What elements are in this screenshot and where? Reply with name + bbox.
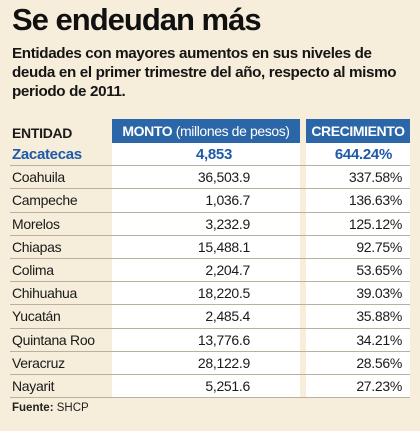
table-row: Veracruz 28,122.9 28.56%: [10, 351, 410, 375]
crecimiento-cell-bg: [306, 328, 410, 351]
cell-crecimiento: 28.56%: [356, 354, 402, 371]
crecimiento-cell-bg: [306, 189, 410, 212]
crecimiento-cell-bg: [306, 282, 410, 305]
cell-entidad: Zacatecas: [12, 146, 82, 163]
table-row: Campeche 1,036.7 136.63%: [10, 189, 410, 213]
monto-cell-bg: [112, 351, 300, 374]
crecimiento-cell-bg: [306, 351, 410, 374]
cell-entidad: Colima: [12, 261, 54, 278]
cell-crecimiento: 125.12%: [348, 215, 402, 232]
header-monto: MONTO (millones de pesos): [112, 119, 300, 144]
cell-monto: 4,853: [195, 146, 232, 163]
monto-cell-bg: [112, 143, 300, 166]
cell-monto: 5,251.6: [205, 377, 250, 394]
table-row: Morelos 3,232.9 125.12%: [10, 212, 410, 236]
cell-entidad: Quintana Roo: [12, 331, 95, 348]
monto-cell-bg: [112, 212, 300, 235]
cell-crecimiento: 53.65%: [356, 261, 402, 278]
monto-cell-bg: [112, 305, 300, 328]
cell-monto: 15,488.1: [197, 238, 250, 255]
cell-entidad: Yucatán: [12, 308, 61, 325]
table-row: Coahuila 36,503.9 337.58%: [10, 166, 410, 190]
table-row: Colima 2,204.7 53.65%: [10, 258, 410, 283]
header-entidad: ENTIDAD: [12, 125, 73, 141]
crecimiento-cell-bg: [306, 212, 410, 235]
cell-entidad: Campeche: [12, 192, 78, 209]
table-row: Nayarit 5,251.6 27.23%: [10, 374, 410, 399]
monto-cell-bg: [112, 282, 300, 305]
cell-monto: 2,485.4: [205, 308, 250, 325]
monto-cell-bg: [112, 328, 300, 351]
crecimiento-cell-bg: [306, 374, 410, 398]
cell-crecimiento: 644.24%: [334, 146, 392, 163]
table-row: Chihuahua 18,220.5 39.03%: [10, 282, 410, 306]
debt-table: ENTIDAD MONTO (millones de pesos) CRECIM…: [10, 119, 410, 399]
cell-monto: 28,122.9: [197, 354, 250, 371]
cell-monto: 36,503.9: [197, 169, 250, 186]
header-monto-label: MONTO: [122, 123, 173, 139]
header-crecimiento: CRECIMIENTO: [300, 119, 410, 144]
cell-monto: 13,776.6: [197, 331, 250, 348]
crecimiento-cell-bg: [306, 143, 410, 166]
table-row: Chiapas 15,488.1 92.75%: [10, 235, 410, 259]
monto-cell-bg: [112, 258, 300, 282]
cell-monto: 1,036.7: [205, 192, 250, 209]
cell-entidad: Veracruz: [12, 354, 65, 371]
monto-cell-bg: [112, 166, 300, 189]
cell-monto: 3,232.9: [205, 215, 250, 232]
crecimiento-cell-bg: [306, 258, 410, 282]
cell-entidad: Nayarit: [12, 377, 55, 394]
cell-crecimiento: 35.88%: [356, 308, 402, 325]
monto-cell-bg: [112, 374, 300, 398]
crecimiento-cell-bg: [306, 305, 410, 328]
source-label: Fuente:: [12, 402, 54, 414]
cell-monto: 2,204.7: [205, 261, 250, 278]
monto-cell-bg: [112, 189, 300, 212]
cell-entidad: Chiapas: [12, 238, 62, 255]
cell-entidad: Morelos: [12, 215, 60, 232]
table-row: Zacatecas 4,853 644.24%: [10, 143, 410, 167]
cell-crecimiento: 136.63%: [348, 192, 402, 209]
monto-cell-bg: [112, 235, 300, 258]
source-value: SHCP: [56, 402, 89, 414]
cell-monto: 18,220.5: [197, 285, 250, 302]
table-row: Quintana Roo 13,776.6 34.21%: [10, 328, 410, 352]
cell-crecimiento: 34.21%: [356, 331, 402, 348]
cell-entidad: Chihuahua: [12, 285, 78, 302]
header-monto-unit: (millones de pesos): [175, 123, 290, 139]
table-body: Zacatecas 4,853 644.24% Coahuila 36,503.9 337…: [10, 143, 410, 399]
cell-entidad: Coahuila: [12, 169, 65, 186]
table-header: ENTIDAD MONTO (millones de pesos) CRECIM…: [10, 119, 410, 144]
crecimiento-cell-bg: [306, 166, 410, 189]
source-note: Fuente: SHCP: [12, 402, 89, 414]
cell-crecimiento: 337.58%: [348, 169, 402, 186]
cell-crecimiento: 39.03%: [356, 285, 402, 302]
cell-crecimiento: 27.23%: [356, 377, 402, 394]
crecimiento-cell-bg: [306, 235, 410, 258]
page-subtitle: Entidades con mayores aumentos en sus ni…: [12, 45, 397, 100]
table-row: Yucatán 2,485.4 35.88%: [10, 305, 410, 329]
page-title: Se endeudan más: [12, 2, 262, 37]
cell-crecimiento: 92.75%: [356, 238, 402, 255]
